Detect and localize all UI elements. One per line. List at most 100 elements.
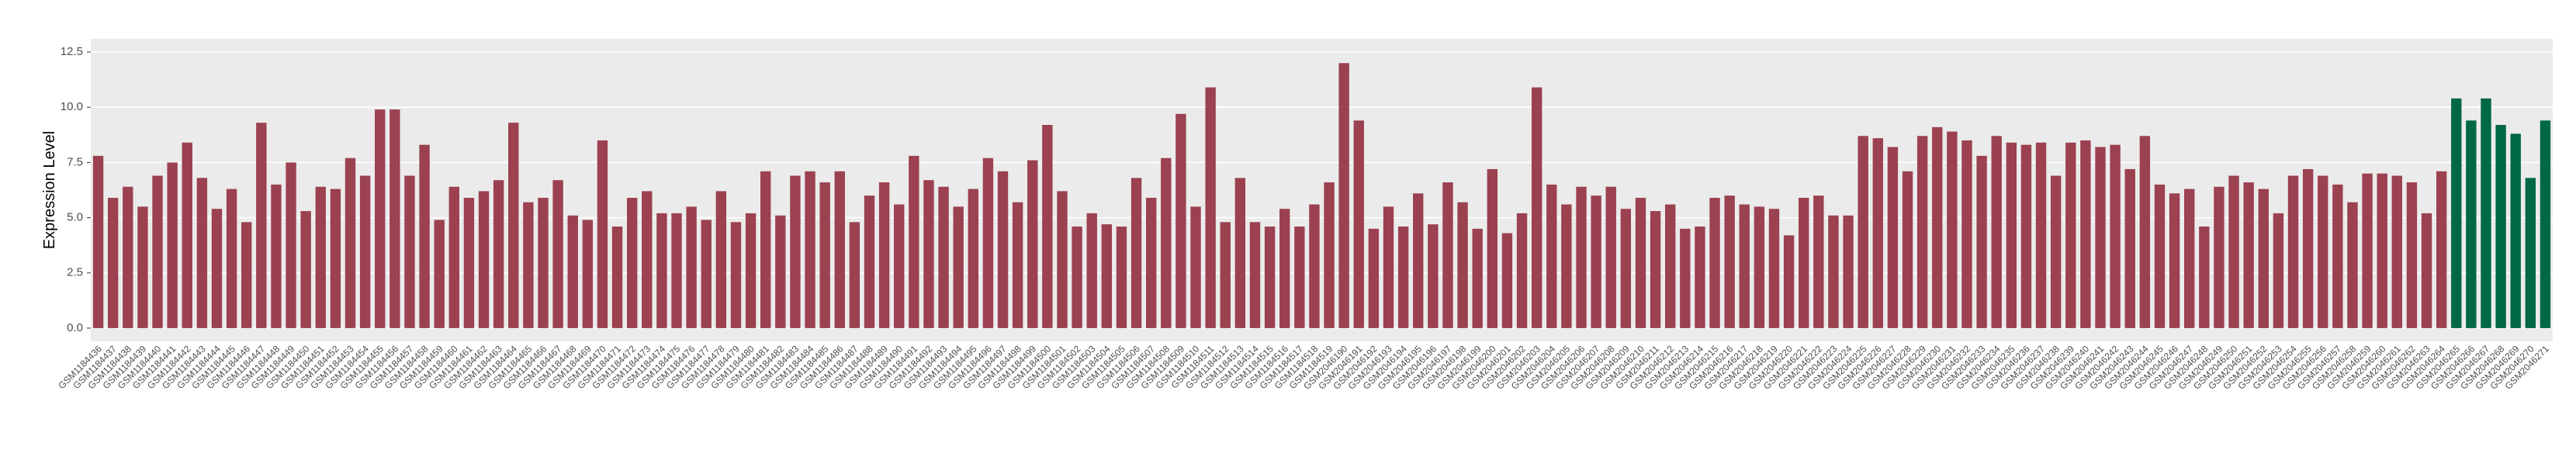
- bar: [137, 206, 148, 328]
- bar: [448, 186, 459, 328]
- bar: [1902, 171, 1913, 328]
- bar: [2214, 186, 2225, 328]
- bar: [582, 220, 594, 328]
- bar: [1664, 204, 1676, 328]
- bar: [1872, 138, 1883, 328]
- bar: [686, 206, 697, 328]
- bar: [1294, 226, 1305, 328]
- bar: [271, 184, 282, 328]
- bar: [1546, 184, 1557, 328]
- bar: [1516, 213, 1528, 328]
- bar: [790, 175, 801, 328]
- bar: [1576, 186, 1587, 328]
- bar: [2377, 173, 2387, 328]
- bar: [493, 180, 504, 328]
- y-tick-label: 0.0: [67, 321, 83, 334]
- bar: [1442, 182, 1453, 328]
- bar: [2510, 133, 2521, 328]
- bar: [315, 186, 326, 328]
- bar: [671, 213, 682, 328]
- bar: [1205, 87, 1216, 328]
- bar: [1397, 226, 1409, 328]
- bar: [2540, 120, 2551, 328]
- bar: [2287, 175, 2299, 328]
- bar: [1027, 160, 1038, 328]
- bar: [1368, 228, 1380, 328]
- bar: [2495, 125, 2506, 328]
- bar: [1561, 204, 1572, 328]
- bar: [982, 158, 994, 328]
- bar: [1813, 196, 1824, 328]
- bar: [2199, 226, 2210, 328]
- y-tick-label: 10.0: [61, 100, 83, 113]
- bar: [1161, 158, 1172, 328]
- bar: [864, 196, 875, 328]
- bar: [1680, 228, 1691, 328]
- bar: [909, 155, 919, 328]
- bar: [2169, 193, 2180, 328]
- bar: [478, 191, 490, 328]
- bar: [508, 123, 519, 328]
- bar: [745, 213, 757, 328]
- bar: [1620, 209, 1632, 328]
- bar: [1605, 186, 1616, 328]
- bar: [1130, 178, 1142, 328]
- bar: [1724, 196, 1735, 328]
- bar: [953, 206, 964, 328]
- bar: [2258, 189, 2269, 328]
- bar: [375, 109, 386, 328]
- bar: [2525, 178, 2536, 328]
- bar: [419, 144, 430, 328]
- bar: [2065, 142, 2076, 328]
- bar: [552, 180, 563, 328]
- bar: [2080, 140, 2091, 328]
- bar: [1012, 202, 1023, 328]
- bar: [805, 171, 815, 328]
- bar: [1635, 197, 1646, 328]
- bar: [1991, 136, 2002, 328]
- bar: [359, 175, 371, 328]
- y-tick-label: 12.5: [61, 45, 83, 58]
- bar: [1739, 204, 1750, 328]
- bar: [923, 180, 934, 328]
- bar: [1383, 206, 1394, 328]
- bar: [404, 175, 415, 328]
- bar: [345, 158, 356, 328]
- bar: [775, 215, 786, 328]
- bar: [1916, 136, 1928, 328]
- bar: [849, 222, 860, 328]
- bar: [834, 171, 845, 328]
- bar: [1042, 125, 1053, 328]
- bar: [330, 189, 341, 328]
- bar: [226, 189, 237, 328]
- bar: [1086, 213, 1097, 328]
- bar: [997, 171, 1009, 328]
- bar: [241, 222, 252, 328]
- bar: [760, 171, 771, 328]
- bar: [2110, 144, 2121, 328]
- bar: [1754, 206, 1765, 328]
- bar: [938, 186, 949, 328]
- bar: [1858, 136, 1868, 328]
- bar: [1501, 233, 1513, 328]
- bar: [894, 204, 905, 328]
- bar: [2184, 189, 2195, 328]
- bar: [701, 220, 712, 328]
- bar: [390, 109, 400, 328]
- bar: [2362, 173, 2373, 328]
- bar: [2302, 168, 2314, 328]
- bar: [434, 220, 445, 328]
- bar: [2050, 175, 2062, 328]
- bar: [2406, 182, 2418, 328]
- bar: [1887, 147, 1899, 328]
- bar: [597, 140, 608, 328]
- bar: [567, 215, 578, 328]
- bar: [1279, 209, 1290, 328]
- bar: [92, 155, 104, 328]
- bar: [1353, 120, 1364, 328]
- bar: [2273, 213, 2284, 328]
- bar: [2243, 182, 2254, 328]
- bar: [1234, 178, 1246, 328]
- bar: [2228, 175, 2239, 328]
